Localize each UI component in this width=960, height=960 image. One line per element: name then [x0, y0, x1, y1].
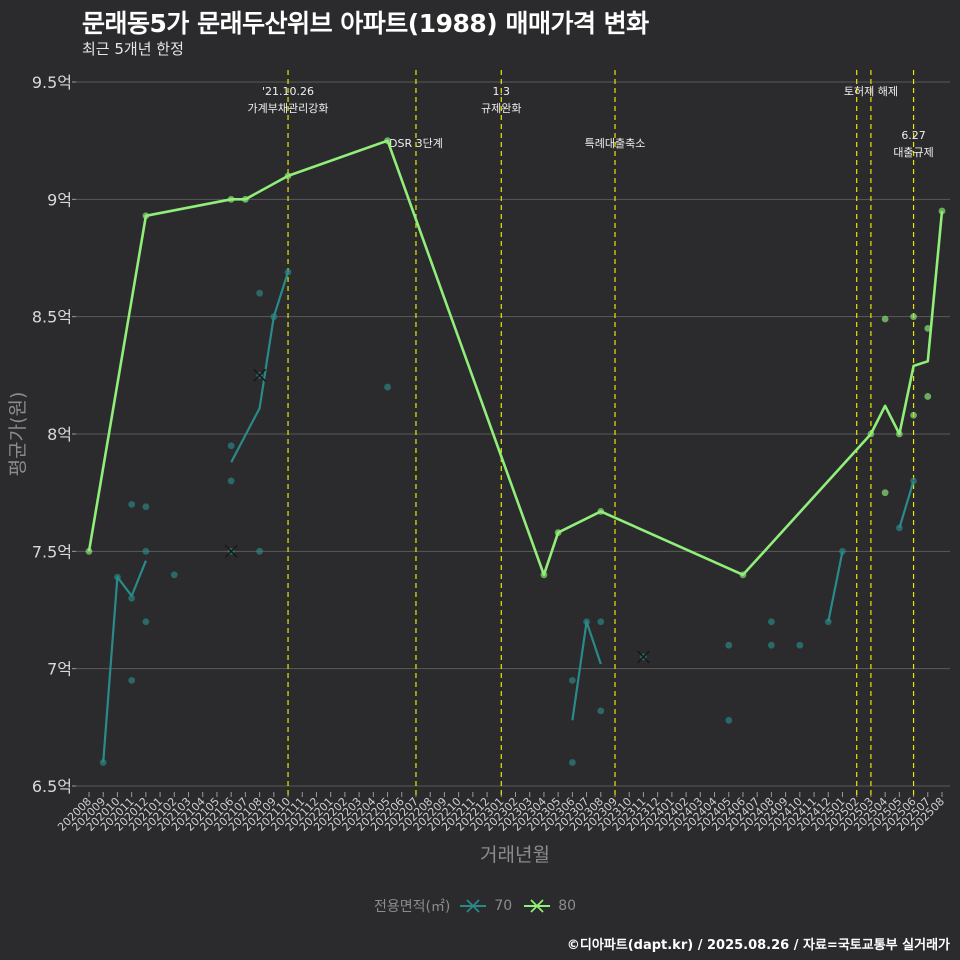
event-label: 6.27: [901, 129, 926, 142]
data-point-70: [725, 641, 733, 649]
source-caption: ©디아파트(dapt.kr) / 2025.08.26 / 자료=국토교통부 실…: [566, 938, 950, 953]
data-point-80: [910, 313, 917, 321]
data-point-70: [227, 477, 235, 485]
series-line-70: [230, 271, 290, 463]
legend-item-80: 80: [522, 898, 576, 914]
data-point-70: [170, 571, 178, 579]
data-point-70: [142, 503, 150, 511]
chart-subtitle: 최근 5개년 한정: [82, 40, 184, 58]
data-point-70: [568, 759, 576, 766]
data-point-70: [824, 618, 832, 626]
data-point-80: [924, 393, 932, 400]
data-point-70: [568, 677, 576, 684]
series-line-70: [102, 560, 147, 763]
y-tick-label: 8.5억: [32, 308, 72, 327]
legend-key-80: [524, 899, 551, 913]
data-point-70: [227, 442, 235, 450]
y-tick-label: 9.5억: [32, 73, 72, 92]
series-line-70: [571, 620, 602, 721]
legend-label-70: 70: [494, 898, 513, 914]
y-tick-label: 8억: [47, 425, 72, 444]
data-point-80: [881, 489, 889, 497]
data-point-70: [725, 716, 733, 724]
cross-marker-70: [636, 650, 651, 664]
data-point-70: [768, 618, 775, 626]
series-line-70: [827, 551, 844, 622]
data-point-70: [128, 501, 136, 508]
data-point-70: [796, 641, 804, 649]
data-point-80: [910, 411, 917, 419]
data-point-70: [597, 618, 605, 626]
legend-key-70: [460, 899, 487, 913]
data-point-70: [256, 289, 263, 297]
y-tick-label: 9억: [47, 190, 72, 209]
data-point-80: [938, 207, 946, 215]
event-label: 대출규제: [893, 146, 933, 159]
data-point-70: [142, 618, 150, 626]
data-point-70: [256, 547, 263, 555]
x-axis-title: 거래년월: [480, 844, 550, 866]
event-label: 토허제 해제: [844, 84, 898, 98]
y-axis-title: 평균가(원): [7, 392, 29, 477]
data-point-70: [142, 547, 150, 555]
legend: 전용면적(㎡) 70 80: [0, 896, 960, 916]
cross-marker-70: [224, 544, 238, 558]
y-tick-label: 7억: [47, 660, 72, 679]
event-label: DSR 3단계: [389, 137, 443, 150]
data-point-70: [128, 594, 136, 602]
chart-title: 문래동5가 문래두산위브 아파트(1988) 매매가격 변화: [82, 9, 649, 38]
event-label: 1.3: [493, 85, 511, 98]
data-point-70: [128, 677, 136, 684]
data-point-70: [99, 759, 107, 766]
event-label: 가계부채관리강화: [248, 102, 329, 115]
data-point-70: [597, 707, 605, 715]
legend-title: 전용면적(㎡): [373, 899, 451, 915]
series-line-80: [87, 139, 944, 577]
event-label: 규제완화: [481, 102, 521, 115]
event-label: '21.10.26: [262, 85, 314, 98]
y-tick-label: 7.5억: [32, 542, 72, 561]
series-line-70: [898, 480, 915, 529]
price-chart: 6.5억7억7.5억8억8.5억9억9.5억202008202009202010…: [7, 70, 950, 866]
data-point-70: [384, 383, 391, 391]
data-point-80: [85, 547, 93, 555]
cross-marker-70: [253, 368, 267, 382]
legend-item-70: 70: [458, 898, 512, 914]
y-tick-label: 6.5억: [32, 777, 72, 796]
data-point-80: [881, 315, 889, 323]
data-point-70: [768, 641, 775, 649]
legend-label-80: 80: [558, 898, 577, 914]
event-label: 특례대출축소: [585, 137, 646, 150]
